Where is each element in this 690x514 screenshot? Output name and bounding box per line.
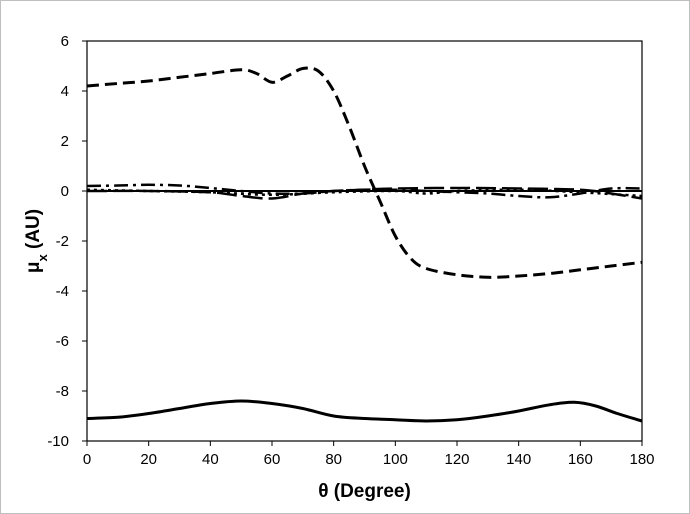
y-axis-title: μx (AU) [23,209,50,273]
y-tick-label: -8 [56,383,69,400]
y-tick-label: 6 [61,33,69,50]
plot-border [86,40,643,442]
x-tick-label: 20 [140,451,157,468]
x-tick-label: 40 [202,451,219,468]
x-tick-label: 100 [383,451,408,468]
y-axis-title-main: μ [23,262,44,274]
y-tick-label: 2 [61,133,69,150]
y-tick-label: -4 [56,283,69,300]
x-tick-label: 140 [506,451,531,468]
series-line-1 [86,399,643,423]
y-axis-title-sub: x [35,254,50,262]
x-tick-label: 160 [568,451,593,468]
y-tick-label: 0 [61,183,69,200]
plot-area [86,40,643,442]
x-axis-title: θ (Degree) [318,481,411,502]
x-tick-label: 60 [264,451,281,468]
y-tick-label: -2 [56,233,69,250]
series-line-2 [86,66,643,279]
series-group [86,66,643,423]
y-tick-label: -6 [56,333,69,350]
y-tick-label: -10 [47,433,69,450]
x-tick-label: 0 [83,451,91,468]
y-axis-ticks: -10 -8 -6 -4 -2 0 2 4 6 [47,33,87,450]
x-tick-label: 180 [629,451,654,468]
series-line-6 [86,188,643,198]
x-axis-ticks: 0 20 40 60 80 100 120 140 160 180 [83,441,655,468]
y-tick-label: 4 [61,83,69,100]
x-tick-label: 120 [444,451,469,468]
x-tick-label: 80 [325,451,342,468]
series-line-5 [86,186,643,200]
y-axis-title-tail: (AU) [23,209,44,254]
